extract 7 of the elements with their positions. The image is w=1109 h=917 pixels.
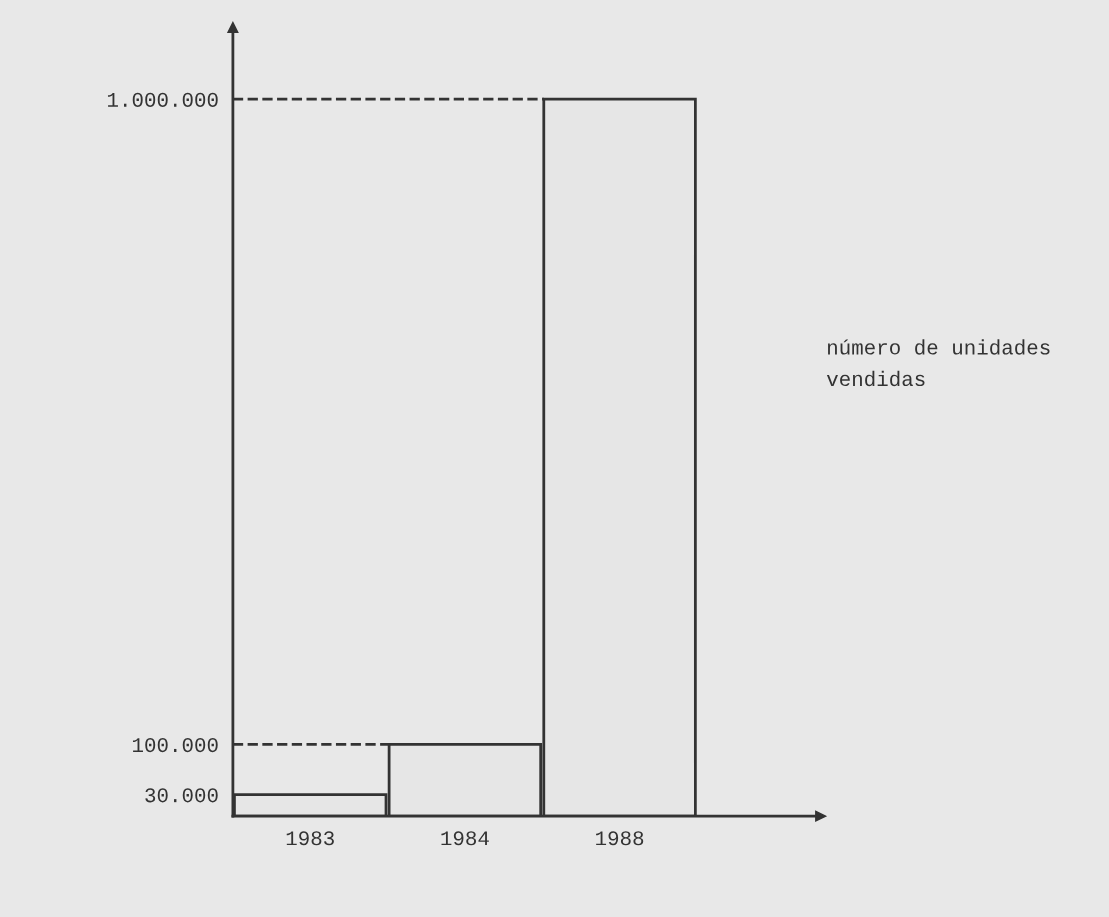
y-tick-label: 100.000 [132, 738, 218, 753]
x-tick-label: 1988 [596, 831, 644, 846]
y-tick-label: 1.000.000 [107, 92, 218, 107]
x-tick-label: 1983 [286, 831, 334, 846]
x-tick-label: 1984 [441, 831, 489, 846]
y-tick-label: 30.000 [145, 788, 218, 803]
text: número de unidades vendidas [826, 339, 1050, 387]
